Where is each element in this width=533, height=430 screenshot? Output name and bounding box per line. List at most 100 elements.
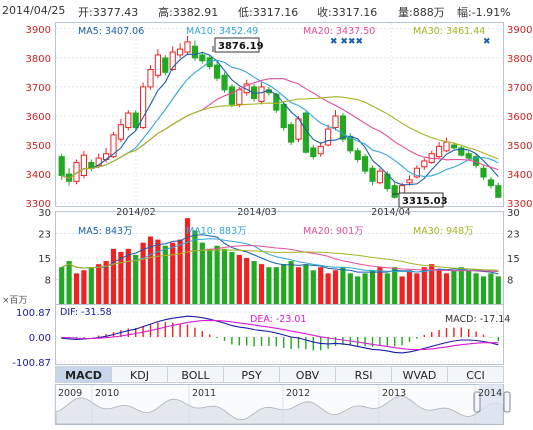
price-y-tick-right: 3800: [507, 54, 532, 65]
ma30-line: [61, 96, 499, 180]
volume-bar: [458, 267, 464, 304]
ma30-legend: MA30: 3461.44: [413, 26, 485, 37]
volume-ma10-line: [61, 238, 499, 273]
high-callout: 3876.19: [212, 37, 264, 53]
volume-bar: [466, 270, 472, 304]
volume-bar: [59, 267, 65, 304]
candle-body: [58, 156, 65, 177]
volume-bar: [96, 264, 102, 304]
macd-y-tick: 100.87: [16, 308, 51, 319]
tab-kdj[interactable]: KDJ: [111, 366, 168, 383]
volume-bar: [273, 267, 279, 304]
price-y-tick-left: 3500: [26, 141, 51, 152]
volume-y-tick-left: 8: [45, 275, 51, 286]
quote-change: 幅:-1.91%: [457, 6, 511, 19]
macd-panel-frame: [55, 304, 504, 365]
price-y-tick-left: 3900: [26, 25, 51, 36]
volume-y-tick-left: 15: [38, 254, 51, 265]
navigator-selection[interactable]: [479, 384, 503, 424]
volume-bar: [325, 273, 331, 304]
volume-bar: [244, 258, 250, 304]
volume-bar: [81, 270, 87, 304]
candle-body: [258, 86, 265, 102]
candle-body: [354, 150, 361, 161]
candle-body: [480, 167, 487, 178]
volume-bar: [295, 267, 302, 304]
tab-wvad[interactable]: WVAD: [391, 366, 448, 383]
volume-bar: [207, 248, 213, 304]
dea-legend: DEA: -23.01: [250, 314, 307, 325]
volume-bar: [362, 273, 368, 304]
price-y-tick-right: 3700: [507, 83, 532, 94]
candle-body: [458, 147, 465, 156]
volume-bar: [110, 248, 117, 304]
candle-body: [436, 145, 443, 158]
candle-body: [495, 185, 502, 198]
tab-cci[interactable]: CCI: [447, 366, 504, 383]
candle-body: [125, 112, 132, 129]
candle-body: [369, 167, 376, 182]
navigator-right-handle[interactable]: [503, 391, 511, 413]
volume-bar: [251, 261, 257, 304]
tab-psy[interactable]: PSY: [223, 366, 280, 383]
volume-bar: [103, 261, 109, 304]
volume-y-axis: 30 30 23 23 15 15 8 8: [38, 208, 519, 286]
volume-bar: [495, 276, 501, 304]
volume-bar: [177, 239, 183, 304]
candle-body: [110, 134, 117, 158]
ma5-legend: MA5: 3407.06: [78, 26, 144, 37]
volume-bar: [162, 245, 168, 304]
vol-ma10-legend: MA10: 883万: [186, 226, 247, 237]
volume-bar: [125, 248, 131, 304]
volume-bar: [118, 251, 124, 304]
tab-boll[interactable]: BOLL: [167, 366, 224, 383]
candle-body: [362, 156, 369, 172]
quote-close: 收:3317.16: [317, 6, 378, 19]
price-x-tick: 2014/04: [371, 207, 410, 218]
volume-bar: [133, 254, 139, 304]
low-label: 3315.03: [402, 196, 448, 207]
navigator-year-label: 2010: [95, 388, 119, 399]
macd-legend: MACD: -17.14: [445, 314, 510, 325]
candle-body: [413, 167, 420, 178]
ma10-line: [61, 59, 499, 180]
volume-grid: [56, 211, 503, 280]
candle-body: [221, 74, 228, 91]
price-y-tick-right: 3300: [507, 199, 532, 210]
volume-bar: [288, 261, 294, 304]
candle-body: [214, 64, 221, 79]
volume-bar: [155, 239, 161, 304]
candle-body: [421, 160, 428, 168]
price-grid: [56, 23, 503, 206]
volume-bar: [266, 267, 272, 304]
candle-body: [280, 103, 287, 129]
price-y-tick-right: 3400: [507, 170, 532, 181]
volume-y-tick-left: 30: [38, 208, 51, 219]
volume-bar: [355, 276, 361, 304]
tab-obv[interactable]: OBV: [279, 366, 336, 383]
tab-macd[interactable]: MACD: [55, 366, 112, 383]
price-y-tick-left: 3400: [26, 170, 51, 181]
volume-bar: [199, 242, 205, 304]
price-y-tick-right: 3900: [507, 25, 532, 36]
candle-body: [177, 48, 184, 56]
price-panel-frame: [55, 22, 504, 207]
volume-bar: [66, 261, 72, 304]
event-marker-icon[interactable]: ✖: [483, 37, 491, 47]
volume-bar: [473, 273, 479, 304]
dea-line: [61, 319, 499, 351]
volume-bars: [59, 218, 501, 304]
volume-ma-lines: [61, 234, 499, 275]
candle-body: [443, 141, 450, 152]
candle-body: [199, 54, 206, 62]
event-marker-icons[interactable]: ✖ ✖✖✖: [330, 37, 363, 47]
quote-volume: 量:888万: [398, 6, 445, 19]
price-x-tick: 2014/03: [237, 207, 276, 218]
navigator-left-handle[interactable]: [473, 391, 481, 413]
high-label: 3876.19: [218, 41, 264, 52]
tab-rsi[interactable]: RSI: [335, 366, 392, 383]
volume-bar: [436, 270, 442, 304]
navigator-year-label: 2013: [382, 388, 406, 399]
volume-bar: [88, 267, 94, 304]
